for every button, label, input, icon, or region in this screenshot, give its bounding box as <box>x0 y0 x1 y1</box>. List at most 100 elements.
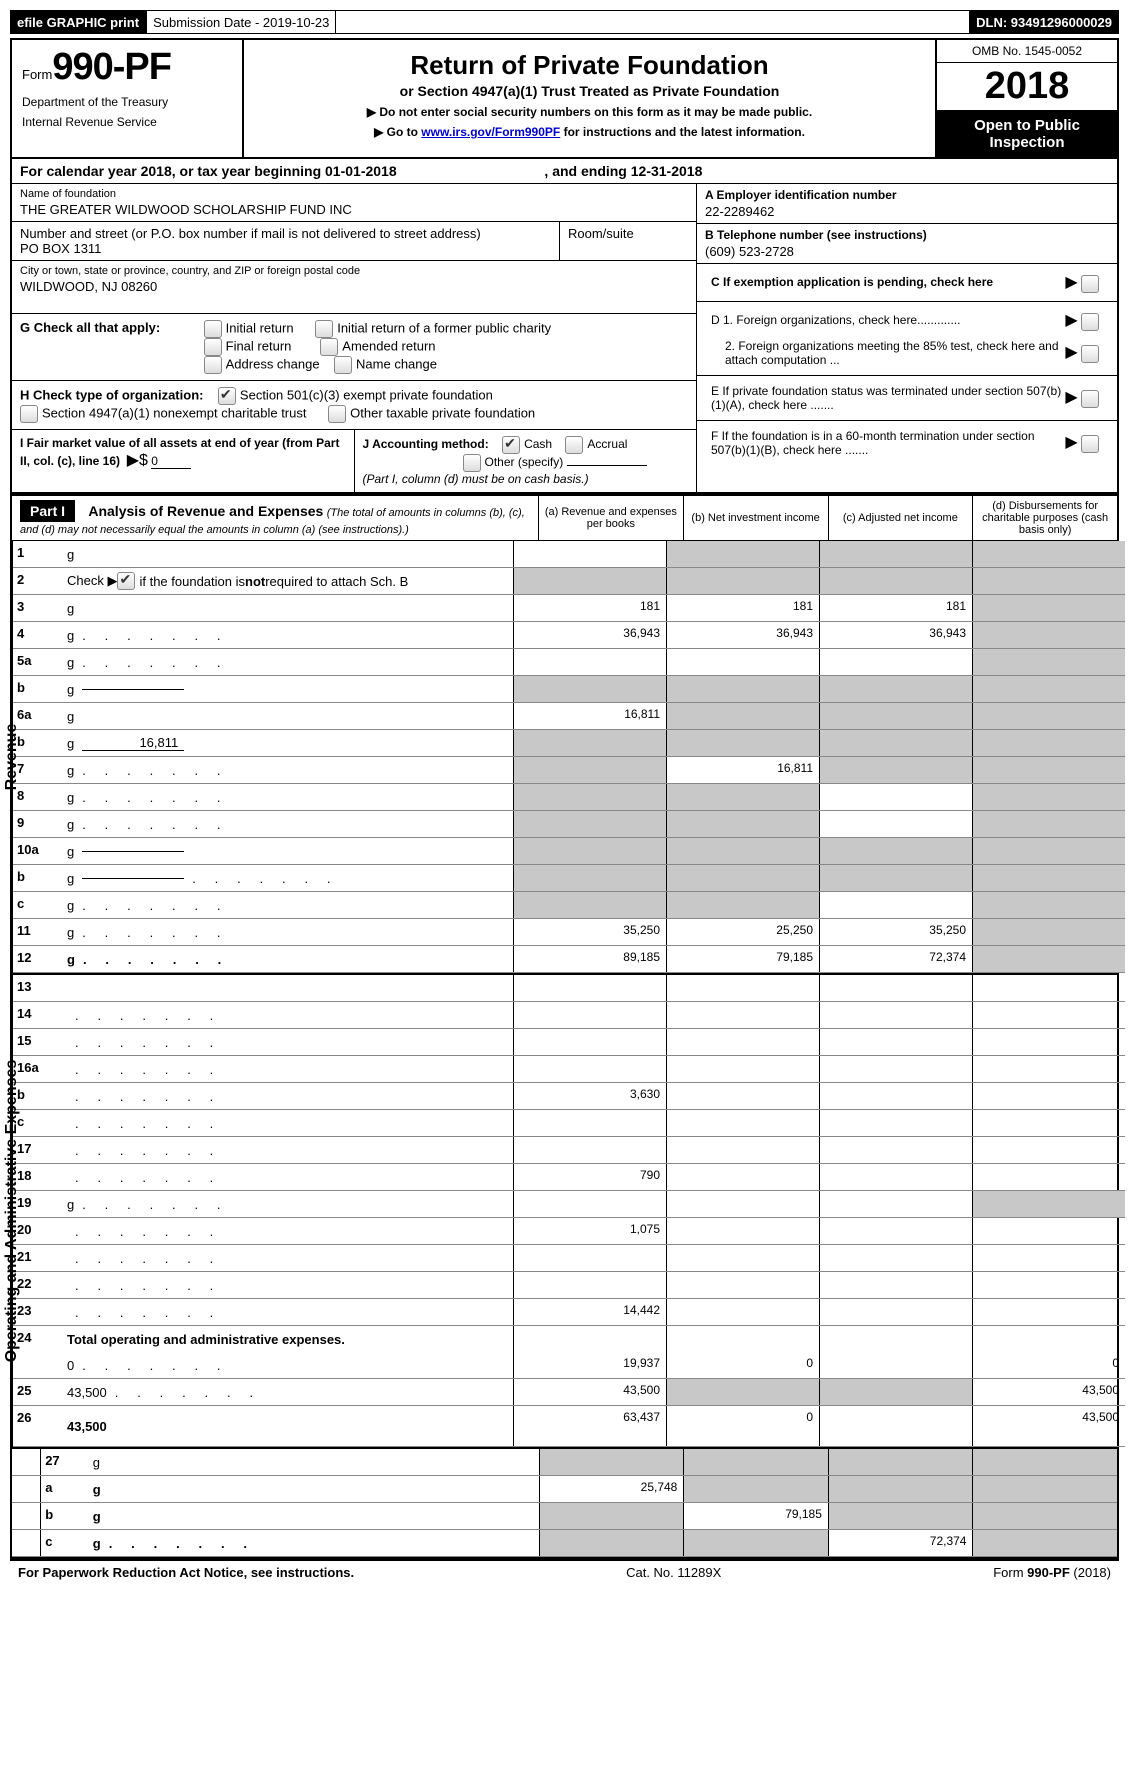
data-cell <box>972 622 1125 648</box>
data-cell: 0 <box>666 1352 819 1378</box>
data-cell <box>972 1164 1125 1190</box>
d1-check[interactable] <box>1081 313 1099 331</box>
inline-value <box>82 878 184 879</box>
header-right: OMB No. 1545-0052 2018 Open to Public In… <box>935 40 1117 157</box>
col-b-header: (b) Net investment income <box>683 496 828 540</box>
table-row: b3,630 <box>13 1083 1125 1110</box>
row-num: 14 <box>13 1002 61 1028</box>
data-cell <box>513 865 666 891</box>
data-cell <box>666 1083 819 1109</box>
table-row: 22 <box>13 1272 1125 1299</box>
data-cell <box>666 730 819 756</box>
form-number: Form990-PF <box>22 46 232 89</box>
row-desc: g <box>61 676 513 702</box>
data-cell <box>819 757 972 783</box>
data-cell: 16,811 <box>513 703 666 729</box>
dept-1: Department of the Treasury <box>22 95 232 109</box>
form-no-big: 990-PF <box>52 46 171 88</box>
row-desc: g <box>61 1191 513 1217</box>
table-row: 27g <box>12 1449 1117 1476</box>
data-cell <box>819 1110 972 1136</box>
data-cell <box>972 1191 1125 1217</box>
row-desc: 43,500 <box>61 1406 513 1446</box>
b-label: B Telephone number (see instructions) <box>705 228 1109 242</box>
h-opt3: Other taxable private foundation <box>350 405 535 420</box>
table-row: 2Check ▶ if the foundation is not requir… <box>13 568 1125 595</box>
data-cell <box>666 676 819 702</box>
j-cell: J Accounting method: Cash Accrual Other … <box>355 430 697 492</box>
row-desc: g <box>61 649 513 675</box>
g-amended-check[interactable] <box>320 338 338 356</box>
c-label: C If exemption application is pending, c… <box>711 275 993 289</box>
data-cell <box>666 1137 819 1163</box>
row-desc: g <box>61 541 513 567</box>
e-check[interactable] <box>1081 390 1099 408</box>
table-row: bg <box>13 865 1125 892</box>
g-initial-return-check[interactable] <box>204 320 222 338</box>
d2-check[interactable] <box>1081 345 1099 363</box>
expenses-ledger: Operating and Administrative Expenses 13… <box>10 975 1119 1449</box>
data-cell <box>819 676 972 702</box>
j-other-check[interactable] <box>463 454 481 472</box>
open-public: Open to Public Inspection <box>937 111 1117 157</box>
revenue-label-text: Revenue <box>3 724 21 791</box>
h-other-check[interactable] <box>328 405 346 423</box>
g-final-return-check[interactable] <box>204 338 222 356</box>
g-opt4: Amended return <box>342 338 435 353</box>
data-cell <box>819 1029 972 1055</box>
row-desc: g <box>87 1449 539 1475</box>
data-cell <box>513 730 666 756</box>
e-label: E If private foundation status was termi… <box>711 384 1065 412</box>
data-cell <box>972 703 1125 729</box>
foundation-name: THE GREATER WILDWOOD SCHOLARSHIP FUND IN… <box>20 202 688 217</box>
f-check[interactable] <box>1081 435 1099 453</box>
data-cell: 3,630 <box>513 1083 666 1109</box>
table-row: c <box>13 1110 1125 1137</box>
data-cell <box>666 649 819 675</box>
data-cell <box>972 892 1125 918</box>
phone-val: (609) 523-2728 <box>705 244 1109 259</box>
h-501c3-check[interactable] <box>218 387 236 405</box>
table-row: ag25,748 <box>12 1476 1117 1503</box>
row-desc: g <box>87 1530 539 1556</box>
form-header: Form990-PF Department of the Treasury In… <box>10 38 1119 159</box>
data-cell <box>666 1191 819 1217</box>
data-cell <box>972 1245 1125 1271</box>
h-4947-check[interactable] <box>20 405 38 423</box>
c-check[interactable] <box>1081 275 1099 293</box>
g-address-change-check[interactable] <box>204 356 222 374</box>
j-accrual-check[interactable] <box>565 436 583 454</box>
row-desc <box>61 1245 513 1271</box>
footer: For Paperwork Reduction Act Notice, see … <box>10 1559 1119 1584</box>
table-row: 24Total operating and administrative exp… <box>13 1326 1125 1352</box>
data-cell <box>819 892 972 918</box>
data-cell: 181 <box>666 595 819 621</box>
g-opt5: Address change <box>226 356 320 371</box>
g-initial-former-check[interactable] <box>315 320 333 338</box>
row-desc: g <box>61 784 513 810</box>
table-row: 10ag <box>13 838 1125 865</box>
row-desc: g <box>61 919 513 945</box>
data-cell <box>972 1272 1125 1298</box>
header-center: Return of Private Foundation or Section … <box>244 40 935 157</box>
data-cell <box>972 649 1125 675</box>
irs-link[interactable]: www.irs.gov/Form990PF <box>421 125 560 139</box>
row-desc <box>61 1029 513 1055</box>
data-cell <box>972 919 1125 945</box>
data-cell <box>972 1299 1125 1325</box>
data-cell <box>972 676 1125 702</box>
data-cell <box>972 1029 1125 1055</box>
row-desc <box>61 1002 513 1028</box>
i-arrow: ▶$ <box>127 452 148 469</box>
schb-check[interactable] <box>117 572 135 590</box>
j-note: (Part I, column (d) must be on cash basi… <box>363 472 589 486</box>
omb-no: OMB No. 1545-0052 <box>937 40 1117 63</box>
g-name-change-check[interactable] <box>334 356 352 374</box>
row-spacer <box>12 1449 41 1475</box>
data-cell: 35,250 <box>513 919 666 945</box>
row-desc <box>61 975 513 1001</box>
j-cash-check[interactable] <box>502 436 520 454</box>
ein-val: 22-2289462 <box>705 204 1109 219</box>
data-cell <box>666 1110 819 1136</box>
part1-desc: Part I Analysis of Revenue and Expenses … <box>12 496 538 540</box>
